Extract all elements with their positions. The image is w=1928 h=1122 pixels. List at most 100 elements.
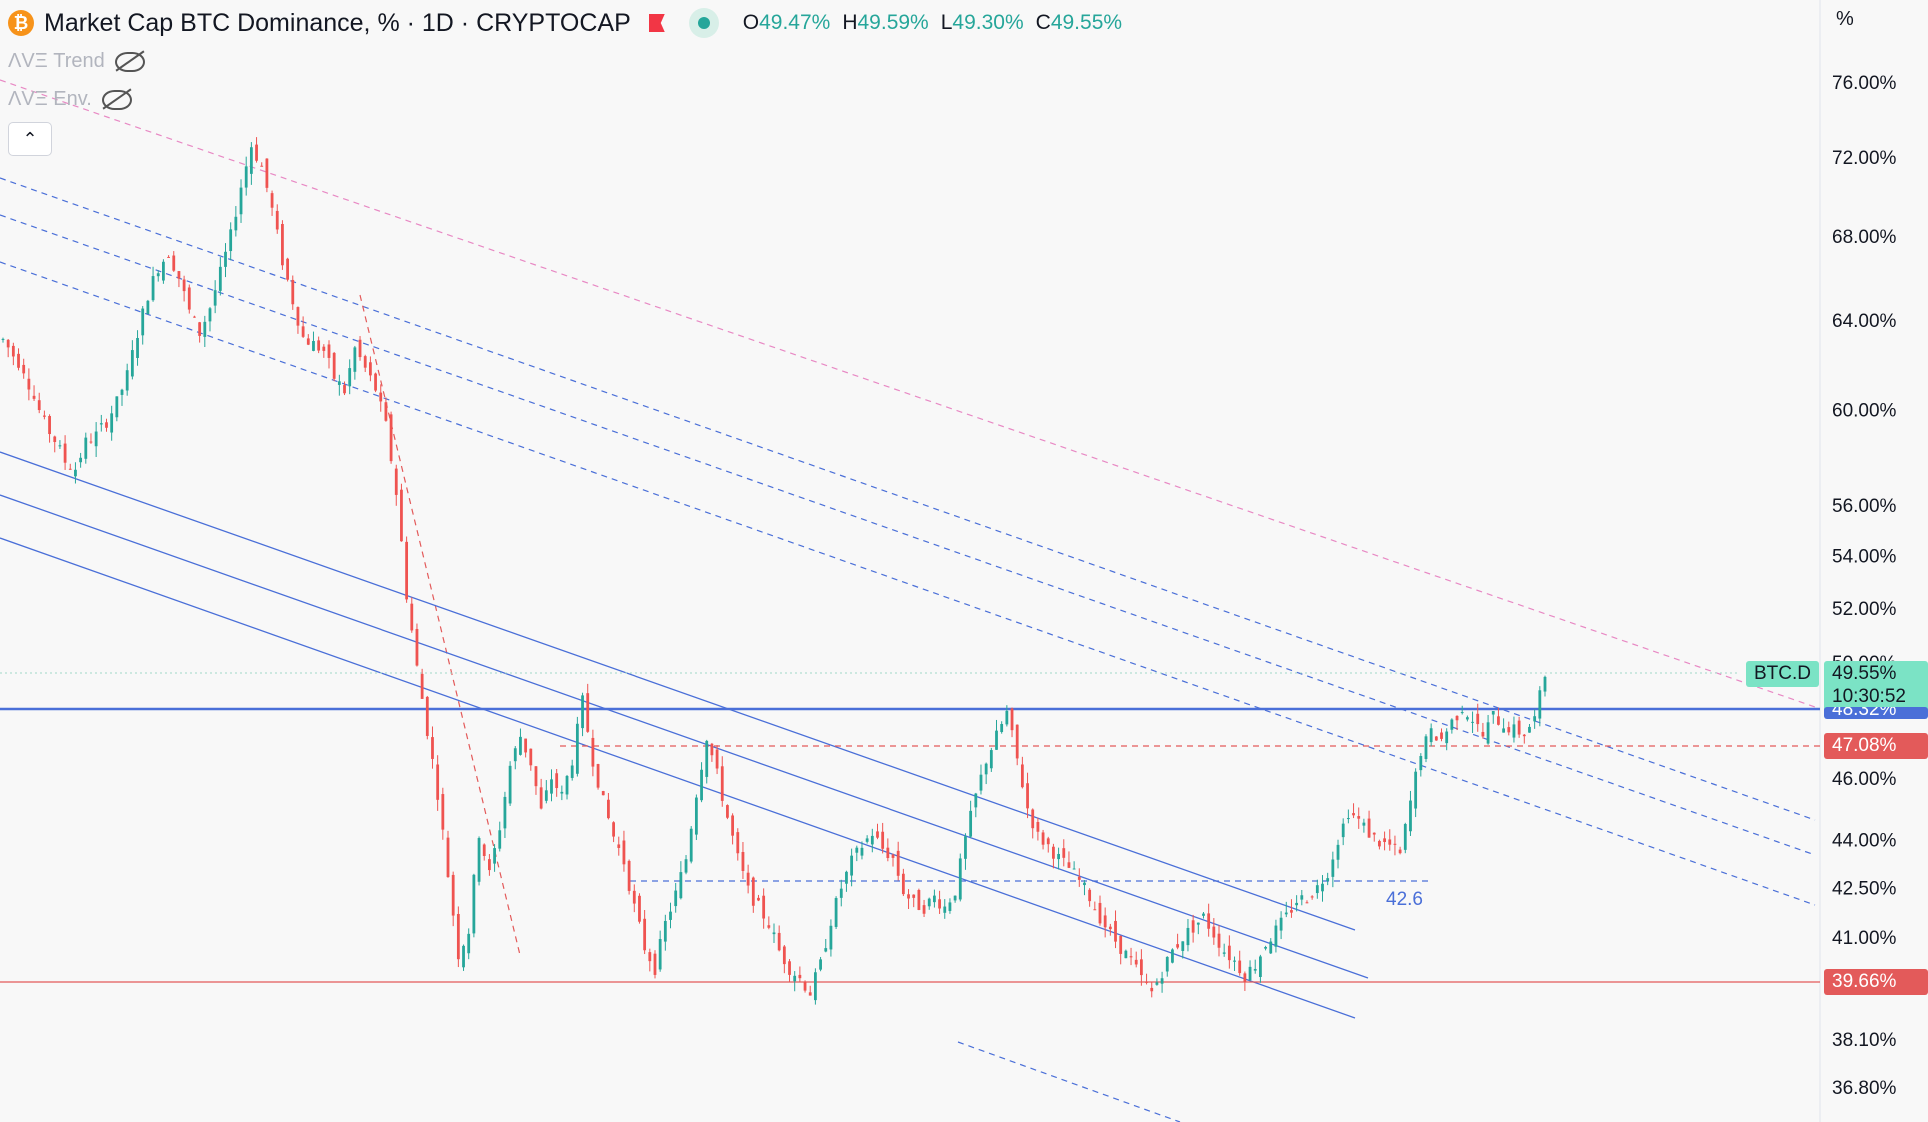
- candle: [1062, 839, 1066, 867]
- candle: [555, 769, 559, 797]
- candle: [37, 392, 41, 414]
- candle: [446, 830, 450, 878]
- candle: [1119, 935, 1123, 965]
- candle: [1372, 832, 1376, 842]
- candle: [1196, 922, 1200, 935]
- candle: [1331, 851, 1335, 888]
- candle: [1341, 818, 1345, 846]
- market-status-icon[interactable]: [688, 8, 719, 38]
- blue-solid-channel-1: [0, 451, 1356, 931]
- candle: [767, 916, 771, 930]
- candle: [544, 780, 548, 804]
- candle: [1481, 722, 1485, 739]
- candle: [317, 336, 321, 354]
- price-tick-label: 68.00%: [1832, 227, 1897, 248]
- candle: [110, 405, 114, 441]
- candle: [1139, 949, 1143, 986]
- candle: [601, 790, 605, 796]
- candle: [1440, 728, 1443, 742]
- candle: [1077, 868, 1081, 887]
- ohlc-low-value: 49.30%: [952, 11, 1024, 34]
- candle: [772, 923, 776, 944]
- candle: [1305, 900, 1309, 904]
- candle: [1227, 935, 1231, 969]
- candle: [1005, 705, 1009, 727]
- candle: [234, 206, 238, 237]
- candle: [374, 372, 377, 393]
- candle: [1284, 901, 1288, 918]
- candle: [156, 270, 160, 282]
- candle: [901, 868, 905, 897]
- chart-title[interactable]: Market Cap BTC Dominance, % · 1D · CRYPT…: [44, 8, 631, 37]
- candle: [482, 843, 486, 861]
- candle: [1088, 888, 1092, 907]
- candle: [1393, 835, 1397, 856]
- candle: [1129, 947, 1133, 966]
- candle: [1517, 716, 1521, 738]
- price-axis-ticks: 76.00% 72.00% 68.00% 64.00% 60.00% 56.00% 54.0…: [1832, 73, 1897, 1099]
- candle: [312, 331, 315, 352]
- candle: [503, 791, 507, 839]
- candle: [182, 275, 186, 302]
- candle: [1486, 714, 1490, 745]
- candle: [172, 251, 176, 272]
- candle: [808, 985, 812, 996]
- candle: [348, 359, 352, 395]
- candle: [270, 190, 274, 216]
- candle: [798, 966, 802, 983]
- price-tick-label: 46.00%: [1832, 769, 1897, 790]
- symbol-legend[interactable]: ₿ Market Cap BTC Dominance, % · 1D · CRY…: [8, 8, 1122, 38]
- price-tick-label: 54.00%: [1832, 547, 1897, 568]
- candle: [865, 835, 869, 844]
- candle: [74, 462, 77, 484]
- candle: [1093, 901, 1097, 911]
- candle: [1528, 724, 1531, 733]
- bitcoin-logo-icon: ₿: [8, 10, 34, 36]
- candle: [912, 894, 916, 908]
- candle: [84, 432, 88, 464]
- candle: [1238, 950, 1242, 976]
- candle: [130, 340, 134, 380]
- price-tick-label: 64.00%: [1832, 311, 1897, 332]
- candle: [710, 742, 714, 762]
- candle: [720, 756, 724, 807]
- candle: [229, 222, 233, 261]
- blue-solid-channel-3: [0, 537, 1356, 1019]
- candle: [1429, 723, 1433, 747]
- candle: [400, 483, 403, 542]
- price-tick-label: 44.00%: [1832, 830, 1897, 851]
- blue-dashed-trendline-1: [0, 177, 1816, 821]
- indicator-trend[interactable]: ΛVΞ Trend: [8, 50, 145, 73]
- price-tick-label: 38.10%: [1832, 1030, 1897, 1051]
- collapse-indicators-button[interactable]: ⌃: [8, 122, 52, 156]
- candle: [1300, 889, 1304, 906]
- candle: [431, 726, 434, 769]
- candle: [488, 854, 491, 876]
- candle: [1419, 753, 1423, 777]
- candle: [513, 746, 517, 770]
- candle: [379, 384, 383, 412]
- candle: [824, 938, 828, 953]
- candle: [291, 275, 295, 310]
- candle: [53, 435, 57, 453]
- candle: [627, 859, 631, 895]
- symbol-tag[interactable]: BTC.D: [1746, 661, 1819, 687]
- candle: [1026, 772, 1029, 819]
- candle: [1346, 809, 1350, 824]
- eye-off-icon[interactable]: [114, 51, 145, 72]
- candle: [389, 411, 393, 464]
- candle: [493, 844, 496, 872]
- candle: [1465, 715, 1469, 722]
- candle: [177, 270, 181, 288]
- candle: [596, 763, 600, 790]
- eye-off-icon[interactable]: [101, 89, 132, 110]
- candle: [845, 870, 848, 892]
- candle: [870, 828, 874, 853]
- candle: [332, 351, 336, 382]
- indicator-envelope[interactable]: ΛVΞ Env.: [8, 88, 132, 111]
- flag-icon[interactable]: [648, 14, 665, 32]
- candle: [953, 895, 957, 903]
- candle: [674, 882, 678, 913]
- indicator-envelope-label: ΛVΞ Env.: [8, 88, 92, 110]
